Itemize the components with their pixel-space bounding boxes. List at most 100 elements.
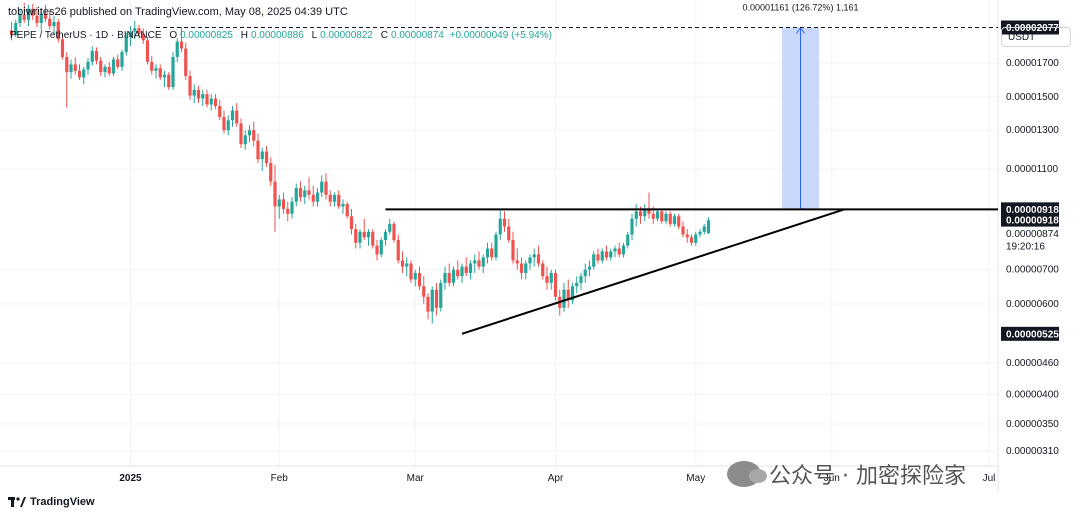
open-label: O	[169, 30, 178, 41]
candle-body	[422, 286, 426, 297]
candle-body	[689, 237, 694, 243]
candle-body	[281, 199, 286, 209]
candle-body	[443, 272, 447, 283]
candle-body	[235, 110, 239, 124]
measure-label: 0.00001161 (126.72%) 1,161	[743, 3, 859, 13]
wechat-icon	[727, 461, 767, 487]
candle-body	[328, 194, 332, 202]
candle-body	[460, 266, 464, 277]
candle-body	[498, 218, 502, 235]
footer-brand[interactable]: TradingView	[8, 496, 95, 508]
candle-body	[536, 254, 541, 264]
y-tick-label: 0.00000700	[1006, 265, 1059, 276]
candle-body	[86, 61, 90, 70]
candle-body	[383, 231, 388, 240]
candle-body	[664, 213, 668, 222]
symbol-name[interactable]: PEPE / TetherUS · 1D · BINANCE	[10, 30, 162, 41]
candle-body	[566, 289, 570, 301]
currency-button[interactable]: USDT	[1001, 27, 1071, 47]
candle-body	[638, 211, 643, 217]
candle-body	[133, 28, 137, 32]
x-tick-label: Mar	[407, 473, 425, 484]
candle-body	[694, 234, 698, 243]
candle-body	[286, 208, 290, 214]
candle-body	[82, 69, 86, 78]
price-range-measure[interactable]: 0.00001161 (126.72%) 1,161	[743, 3, 859, 210]
price-label-box	[1001, 212, 1059, 227]
candle-body	[222, 116, 226, 131]
candle-body	[179, 41, 184, 49]
candle-body	[35, 15, 39, 23]
candle-body	[392, 223, 396, 240]
candle-body	[247, 130, 252, 136]
candle-body	[337, 194, 341, 207]
candle-body	[630, 218, 634, 235]
candle-body	[413, 272, 417, 280]
candle-body	[90, 50, 94, 62]
x-tick-label: Jun	[824, 473, 840, 484]
candle-body	[307, 190, 311, 195]
candle-body	[468, 263, 473, 273]
candle-body	[660, 211, 664, 222]
candle-body	[218, 106, 222, 117]
close-value: 0.00000874	[391, 30, 444, 41]
candle-body	[48, 18, 52, 27]
candle-body	[320, 181, 324, 193]
tradingview-brand: TradingView	[30, 496, 95, 508]
candle-body	[634, 211, 638, 219]
candle-body	[69, 64, 73, 73]
candle-body	[456, 269, 460, 277]
candle-body	[226, 120, 230, 131]
candle-body	[154, 68, 158, 71]
y-tick-label: 0.00000400	[1006, 389, 1059, 400]
support-trendline[interactable]	[461, 208, 845, 335]
time-axis: 2025 Feb Mar Apr May Jun Jul	[119, 473, 995, 484]
candle-body	[290, 201, 294, 214]
price-axis: 0.00001700 0.00001500 0.00001300 0.00001100…	[1006, 58, 1059, 457]
candle-body	[111, 59, 116, 74]
candle-body	[162, 74, 167, 78]
candle-body	[167, 74, 171, 88]
candle-body	[324, 181, 328, 195]
last-price-text: 0.00000874	[1006, 229, 1059, 240]
candle-body	[549, 272, 553, 283]
candle-body	[430, 289, 434, 312]
candle-body	[243, 135, 247, 145]
x-tick-label: 2025	[119, 473, 142, 484]
candle-body	[141, 33, 145, 41]
candle-body	[52, 21, 56, 27]
candle-body	[65, 56, 69, 73]
candle-body	[209, 98, 213, 105]
candle-body	[277, 199, 281, 207]
published-line: tobiwrites26 published on TradingView.co…	[8, 6, 348, 18]
y-tick-label: 0.00001700	[1006, 58, 1059, 69]
candle-body	[315, 192, 320, 202]
candle-body	[349, 216, 354, 230]
candle-body	[541, 263, 545, 277]
candle-body	[371, 231, 375, 246]
candle-body	[103, 66, 107, 73]
x-tick-label: Apr	[548, 473, 564, 484]
candle-body	[417, 272, 422, 287]
candle-body	[9, 30, 14, 35]
candle-body	[515, 260, 519, 264]
candle-body	[124, 37, 128, 53]
candle-body	[409, 263, 413, 280]
candle-body	[677, 216, 681, 227]
y-tick-label: 0.00000310	[1006, 446, 1059, 457]
candle-body	[196, 89, 201, 99]
candle-body	[43, 13, 48, 19]
high-value: 0.00000886	[250, 30, 304, 41]
candle-body	[621, 245, 626, 255]
candle-body	[587, 266, 592, 270]
candle-body	[604, 251, 609, 258]
candle-body	[175, 41, 179, 57]
candle-body	[171, 56, 175, 88]
candle-body	[188, 76, 192, 96]
candle-body	[341, 204, 345, 207]
last-price-box	[1001, 226, 1059, 255]
candle-body	[485, 248, 490, 258]
candle-body	[184, 48, 188, 77]
y-tick-label: 0.00001500	[1006, 92, 1059, 103]
